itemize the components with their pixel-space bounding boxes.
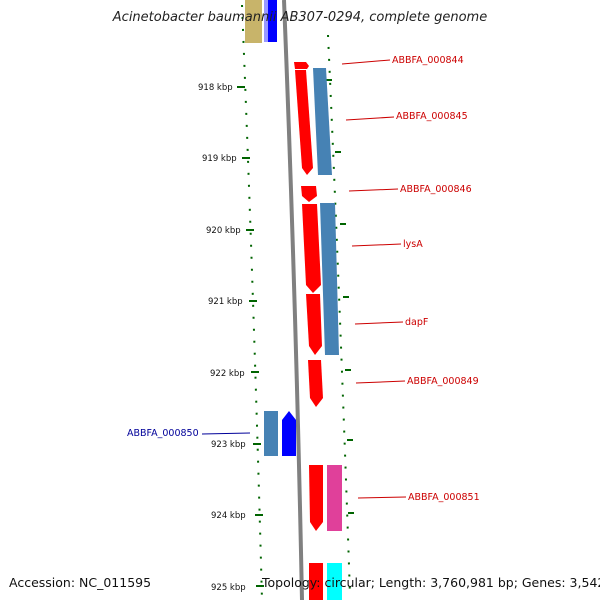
- forward-cds-track: [294, 62, 323, 600]
- label-leader-lines: [201, 59, 407, 499]
- gene-label-845[interactable]: ABBFA_000845: [396, 111, 468, 122]
- cds-arrow-dapF: [306, 294, 322, 355]
- gene-blocks: [264, 68, 339, 456]
- gene-label-846[interactable]: ABBFA_000846: [400, 184, 472, 195]
- accession-text: Accession: NC_011595: [9, 575, 152, 590]
- olive-feature-block: [245, 0, 262, 43]
- gene-label-844[interactable]: ABBFA_000844: [392, 55, 464, 66]
- tick-label: 922 kbp: [210, 369, 245, 379]
- gene-label-849[interactable]: ABBFA_000849: [407, 376, 479, 387]
- tick-label: 918 kbp: [198, 83, 233, 93]
- tick-label: 920 kbp: [206, 226, 241, 236]
- cds-arrow-850-reverse: [282, 411, 296, 456]
- gene-label-lysA[interactable]: lysA: [403, 239, 423, 250]
- cyan-feature-block: [327, 563, 342, 600]
- tick-label: 919 kbp: [202, 154, 237, 164]
- gene-block-845: [313, 68, 332, 175]
- blue-feature-highlight: [264, 0, 268, 42]
- cds-arrow-845: [295, 70, 313, 175]
- cds-arrow-846: [301, 186, 317, 202]
- gene-block-850: [264, 411, 278, 456]
- map-title: Acinetobacter baumannii AB307-0294, comp…: [112, 10, 488, 25]
- cds-arrow-851: [309, 465, 323, 531]
- tick-label: 921 kbp: [208, 297, 243, 307]
- cds-arrow-849: [308, 360, 323, 407]
- genome-stats-text: Topology: circular; Length: 3,760,981 bp…: [262, 575, 600, 590]
- tick-labels: 918 kbp 919 kbp 920 kbp 921 kbp 922 kbp …: [198, 83, 246, 593]
- tick-marks: [237, 86, 264, 587]
- gene-label-dapF[interactable]: dapF: [405, 317, 428, 328]
- gene-labels: ABBFA_000844 ABBFA_000845 ABBFA_000846 l…: [127, 55, 480, 503]
- outer-tick-marks: [326, 79, 354, 514]
- gene-label-851[interactable]: ABBFA_000851: [408, 492, 480, 503]
- genome-backbone: [282, 0, 304, 600]
- tick-label: 923 kbp: [211, 440, 246, 450]
- cds-arrow-lysA: [302, 204, 321, 293]
- gene-block-lysA-dapF: [320, 203, 339, 355]
- cds-arrow-bottom: [309, 563, 323, 600]
- tick-label: 924 kbp: [211, 511, 246, 521]
- gene-label-850[interactable]: ABBFA_000850: [127, 428, 199, 439]
- cds-arrow-844: [294, 62, 309, 69]
- pink-feature-block: [327, 465, 342, 531]
- tick-label: 925 kbp: [211, 583, 246, 593]
